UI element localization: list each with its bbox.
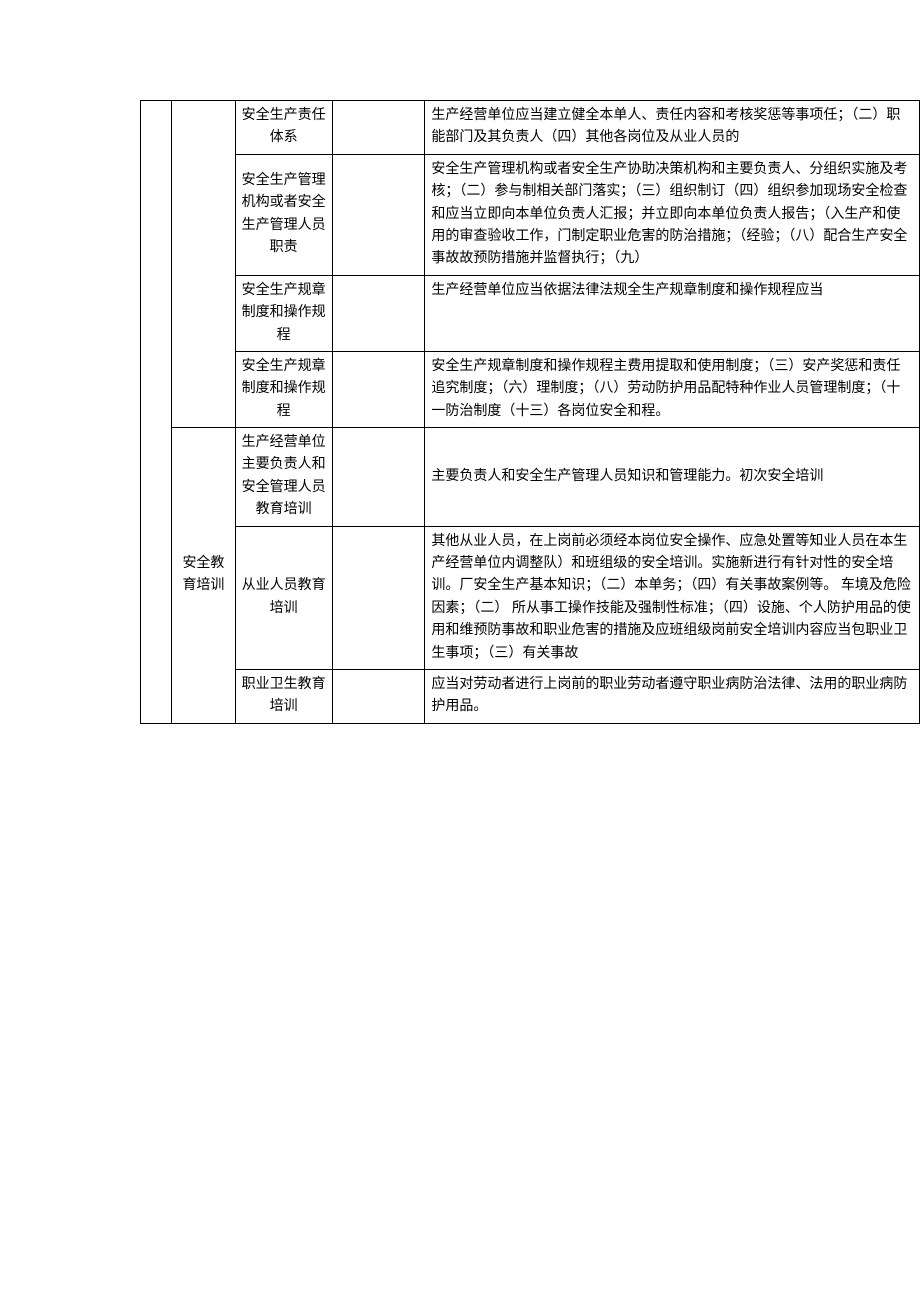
cell-item-title: 安全生产规章制度和操作规程 <box>235 351 332 427</box>
table-row: 从业人员教育培训 其他从业人员，在上岗前必须经本岗位安全操作、应急处置等知业人员… <box>141 526 920 669</box>
cell-blank <box>332 428 425 527</box>
cell-blank <box>332 351 425 427</box>
cell-item-title: 安全生产管理机构或者安全生产管理人员职责 <box>235 154 332 275</box>
cell-item-title: 从业人员教育培训 <box>235 526 332 669</box>
table-row: 安全生产规章制度和操作规程 安全生产规章制度和操作规程主费用提取和使用制度；（三… <box>141 351 920 427</box>
table-row: 安全教育培训 生产经营单位主要负责人和安全管理人员教育培训 主要负责人和安全生产… <box>141 428 920 527</box>
cell-description: 安全生产规章制度和操作规程主费用提取和使用制度；（三）安产奖惩和责任追究制度；（… <box>425 351 920 427</box>
cell-description: 应当对劳动者进行上岗前的职业劳动者遵守职业病防治法律、法用的职业病防护用品。 <box>425 669 920 723</box>
cell-item-title: 安全生产责任体系 <box>235 101 332 155</box>
cell-description: 生产经营单位应当依据法律法规全生产规章制度和操作规程应当 <box>425 275 920 351</box>
cell-blank <box>332 275 425 351</box>
cell-item-title: 生产经营单位主要负责人和安全管理人员教育培训 <box>235 428 332 527</box>
cell-category-1 <box>172 101 235 428</box>
cell-blank <box>332 669 425 723</box>
cell-item-title: 安全生产规章制度和操作规程 <box>235 275 332 351</box>
cell-description: 生产经营单位应当建立健全本单人、责任内容和考核奖惩等事项任；（二）职能部门及其负… <box>425 101 920 155</box>
cell-blank <box>332 526 425 669</box>
table-row: 安全生产责任体系 生产经营单位应当建立健全本单人、责任内容和考核奖惩等事项任；（… <box>141 101 920 155</box>
cell-description: 安全生产管理机构或者安全生产协助决策机构和主要负责人、分组织实施及考核；（二）参… <box>425 154 920 275</box>
table-row: 安全生产管理机构或者安全生产管理人员职责 安全生产管理机构或者安全生产协助决策机… <box>141 154 920 275</box>
cell-description: 其他从业人员，在上岗前必须经本岗位安全操作、应急处置等知业人员在本生产经营单位内… <box>425 526 920 669</box>
cell-leftmost <box>141 101 172 724</box>
cell-item-title: 职业卫生教育培训 <box>235 669 332 723</box>
cell-blank <box>332 101 425 155</box>
cell-blank <box>332 154 425 275</box>
safety-standards-table: 安全生产责任体系 生产经营单位应当建立健全本单人、责任内容和考核奖惩等事项任；（… <box>140 100 920 724</box>
cell-description: 主要负责人和安全生产管理人员知识和管理能力。初次安全培训 <box>425 428 920 527</box>
table-row: 安全生产规章制度和操作规程 生产经营单位应当依据法律法规全生产规章制度和操作规程… <box>141 275 920 351</box>
table-row: 职业卫生教育培训 应当对劳动者进行上岗前的职业劳动者遵守职业病防治法律、法用的职… <box>141 669 920 723</box>
cell-category-2: 安全教育培训 <box>172 428 235 724</box>
